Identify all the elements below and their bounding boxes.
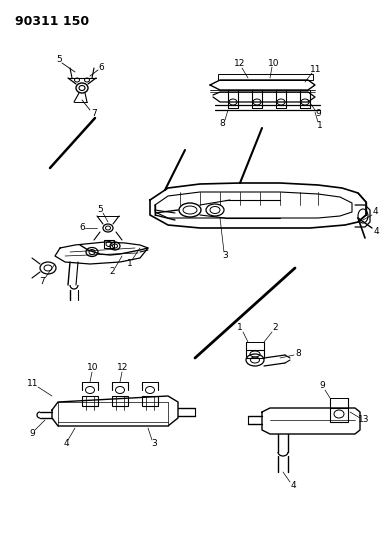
Bar	[104, 240, 114, 248]
Text: 9: 9	[29, 430, 35, 439]
Bar	[218, 74, 313, 80]
Bar	[330, 408, 348, 422]
Bar	[246, 350, 264, 358]
Bar	[82, 396, 98, 406]
Text: 90311 150: 90311 150	[15, 15, 89, 28]
Text: 6: 6	[98, 63, 104, 72]
Bar	[142, 396, 158, 406]
Text: 5: 5	[56, 55, 62, 64]
Text: 1: 1	[237, 324, 243, 333]
Text: 12: 12	[117, 364, 129, 373]
Text: 13: 13	[358, 416, 370, 424]
Text: 2: 2	[109, 268, 115, 277]
Text: 11: 11	[27, 378, 39, 387]
Bar	[112, 396, 128, 406]
Text: 4: 4	[373, 228, 379, 237]
Text: 10: 10	[87, 364, 99, 373]
Text: 2: 2	[272, 324, 278, 333]
Text: 8: 8	[219, 119, 225, 128]
Text: 9: 9	[319, 382, 325, 391]
Text: 5: 5	[97, 205, 103, 214]
Text: 1: 1	[127, 260, 133, 269]
Text: 4: 4	[372, 207, 378, 216]
Text: 4: 4	[63, 440, 69, 448]
Text: 6: 6	[79, 223, 85, 232]
Text: 1: 1	[317, 122, 323, 131]
Text: 11: 11	[310, 66, 322, 75]
Text: 12: 12	[234, 60, 246, 69]
Text: 3: 3	[151, 440, 157, 448]
Text: 4: 4	[290, 481, 296, 490]
Text: 7: 7	[91, 109, 97, 117]
Text: 3: 3	[222, 251, 228, 260]
Text: 10: 10	[268, 59, 280, 68]
Text: 8: 8	[295, 349, 301, 358]
Text: 9: 9	[315, 109, 321, 118]
Text: 7: 7	[39, 278, 45, 287]
